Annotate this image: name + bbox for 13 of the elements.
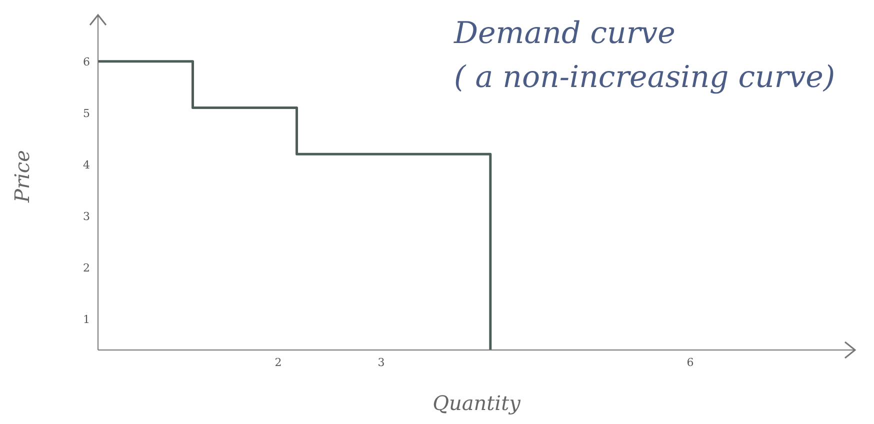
y-tick-label: 5 (83, 106, 90, 120)
x-axis-title: Quantity (432, 391, 522, 415)
x-tick-label: 2 (274, 356, 282, 369)
text: ( a non-increasing curve) (454, 59, 836, 97)
y-tick-label: 3 (83, 210, 90, 223)
y-tick-label: 1 (83, 312, 90, 326)
y-tick-label: 6 (83, 55, 90, 68)
chart-title: Demand curve (454, 15, 676, 53)
y-tick-label: 4 (83, 158, 90, 172)
y-tick-label: 2 (83, 261, 90, 274)
x-tick-label: 3 (378, 356, 385, 369)
x-tick-label: 6 (686, 356, 694, 369)
y-axis-title: Price (10, 150, 34, 204)
